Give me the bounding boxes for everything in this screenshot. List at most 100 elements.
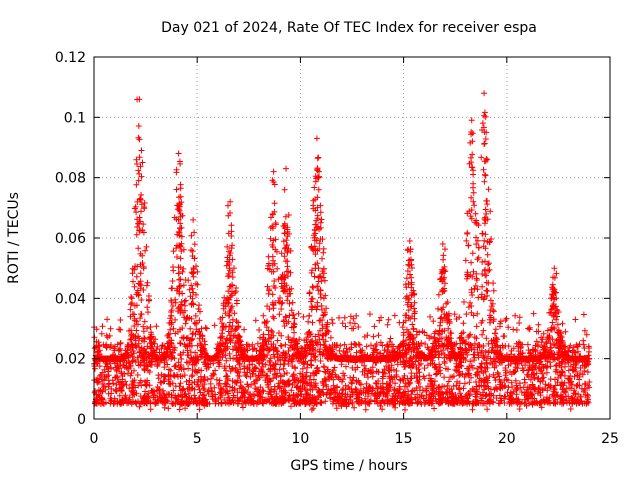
data-point xyxy=(426,372,433,379)
data-point xyxy=(556,362,563,369)
data-point xyxy=(285,348,292,354)
data-point xyxy=(320,363,327,370)
data-point xyxy=(142,247,149,254)
data-point xyxy=(186,286,193,293)
data-point xyxy=(168,391,175,398)
data-point xyxy=(347,319,354,326)
data-point xyxy=(474,310,481,317)
data-point xyxy=(492,326,499,333)
data-point xyxy=(478,360,485,367)
data-point xyxy=(471,202,478,209)
data-point xyxy=(177,380,184,387)
data-point xyxy=(544,327,551,334)
data-point xyxy=(402,406,408,413)
data-point xyxy=(270,351,277,358)
data-point xyxy=(474,349,481,356)
data-point xyxy=(543,369,550,376)
data-point xyxy=(306,289,313,296)
data-point xyxy=(291,364,298,371)
data-point xyxy=(547,363,554,370)
data-point xyxy=(170,267,177,274)
data-point xyxy=(236,361,243,368)
data-point xyxy=(270,375,277,382)
data-point xyxy=(278,250,285,257)
data-point xyxy=(99,323,106,330)
data-point xyxy=(135,134,142,141)
data-point xyxy=(491,330,498,337)
data-point xyxy=(195,328,202,335)
data-point xyxy=(281,253,288,260)
data-point xyxy=(311,273,318,280)
data-point xyxy=(185,365,192,372)
data-point xyxy=(307,361,314,368)
data-point xyxy=(223,372,230,379)
data-point xyxy=(467,358,474,365)
data-point xyxy=(549,319,556,326)
data-point xyxy=(143,243,150,250)
data-point xyxy=(371,323,378,330)
data-point xyxy=(432,371,439,378)
data-point xyxy=(187,325,194,332)
data-point xyxy=(461,380,468,387)
data-point xyxy=(480,327,487,334)
data-point xyxy=(408,370,415,377)
data-point xyxy=(474,256,481,263)
data-point xyxy=(116,392,123,399)
data-point xyxy=(375,332,382,339)
data-point xyxy=(584,369,591,375)
data-point xyxy=(196,302,202,309)
data-point xyxy=(229,323,236,329)
data-point xyxy=(236,373,243,380)
data-point xyxy=(468,259,475,266)
data-point xyxy=(310,202,317,209)
data-point xyxy=(563,385,570,392)
data-point xyxy=(391,312,398,319)
data-point xyxy=(353,312,360,319)
data-point xyxy=(502,317,509,324)
data-point xyxy=(180,246,187,253)
data-point xyxy=(312,356,319,363)
data-point xyxy=(562,363,568,370)
data-point xyxy=(234,358,241,365)
data-point xyxy=(547,376,554,383)
data-point xyxy=(421,365,428,372)
data-point xyxy=(314,393,321,399)
data-point xyxy=(170,387,177,394)
data-point xyxy=(270,315,277,322)
data-point xyxy=(317,358,324,364)
data-point xyxy=(469,151,476,158)
data-point xyxy=(202,324,209,331)
data-point xyxy=(310,284,317,291)
data-point xyxy=(122,392,129,399)
data-point xyxy=(189,331,196,338)
data-point xyxy=(147,324,154,330)
data-point xyxy=(567,406,574,412)
data-point xyxy=(320,249,327,256)
data-point xyxy=(280,365,287,372)
data-point xyxy=(462,257,469,264)
data-point xyxy=(530,310,537,317)
data-point xyxy=(307,386,314,393)
data-point xyxy=(466,332,473,339)
data-point xyxy=(181,372,188,379)
data-point xyxy=(559,320,566,327)
data-point xyxy=(133,181,140,188)
data-point xyxy=(469,406,476,413)
data-point xyxy=(264,397,271,404)
data-point xyxy=(362,406,369,413)
data-point xyxy=(318,216,325,223)
data-point xyxy=(300,313,307,320)
data-point xyxy=(516,406,523,412)
data-point xyxy=(484,406,491,413)
data-point xyxy=(456,380,463,387)
data-point xyxy=(467,213,474,220)
data-point xyxy=(503,315,510,322)
data-point xyxy=(342,323,349,330)
data-point xyxy=(468,194,475,201)
data-point xyxy=(352,385,359,392)
data-point xyxy=(130,278,136,285)
data-point xyxy=(295,310,302,317)
data-point xyxy=(475,254,482,261)
data-point xyxy=(317,209,324,216)
